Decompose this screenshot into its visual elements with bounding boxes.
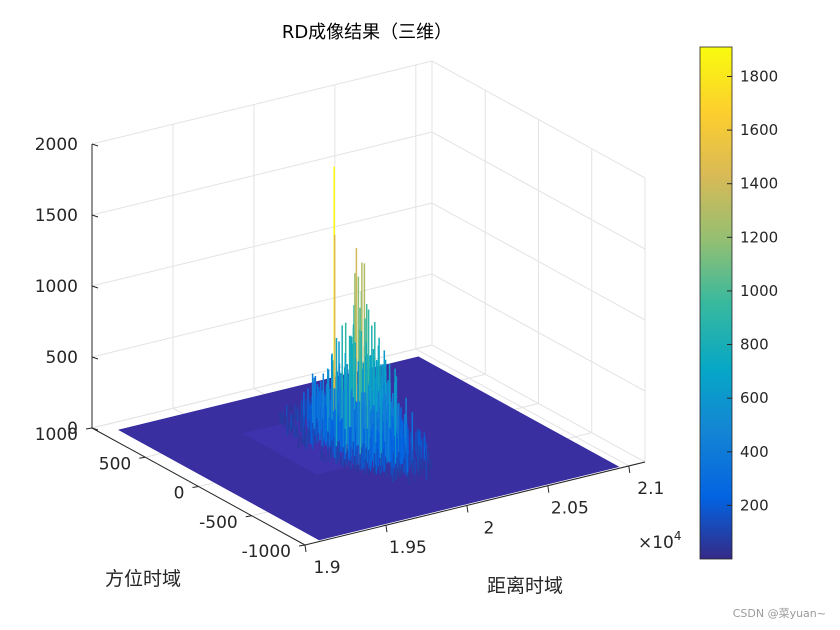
colorbar-tick-label: 1400 [740,175,778,193]
grid-line [91,202,646,321]
y-axis-ticks: -1000-500 0 500 1000 [35,425,306,562]
z-tick-label: 1000 [35,277,78,297]
colorbar-tick-label: 400 [740,443,769,461]
x-tick-label: 2 [483,518,494,538]
chart-title: RD成像结果（三维） [282,22,452,43]
z-tick-mark [91,356,99,360]
z-tick-label: 2000 [35,135,78,155]
x-tick-mark [466,505,469,513]
z-tick-mark [91,285,99,289]
x-axis-line [304,461,646,546]
surface-peaks [278,166,432,485]
y-tick-mark [192,486,199,488]
colorbar-ticks: 200 400 600 800 1000 1200 1400 1600 1800 [727,67,778,514]
colorbar-tick-label: 1000 [740,282,778,300]
y-tick-label: 500 [99,454,131,474]
colorbar [699,46,733,560]
z-tick-label: 1500 [35,206,78,226]
y-tick-mark [139,456,146,459]
y-axis-label: 方位时域 [105,568,181,590]
grid-line [91,60,646,179]
colorbar-tick-label: 1800 [740,67,778,85]
colorbar-tick-label: 800 [740,336,769,354]
colorbar-tick-label: 200 [740,496,769,514]
y-tick-mark [85,427,93,430]
colorbar-tick-label: 600 [740,389,769,407]
x-tick-label: 2.1 [637,479,664,499]
y-tick-label: 1000 [35,425,78,445]
z-tick-mark [91,214,99,218]
y-tick-mark [245,515,252,518]
x-tick-label: 1.95 [389,538,427,558]
z-tick-mark [91,143,99,147]
grid-line [91,131,646,250]
z-axis-ticks: 0 500 1000 1500 2000 [35,135,99,439]
colorbar-tick-label: 1600 [740,121,778,139]
y-tick-label: -1000 [242,542,291,562]
x-tick-label: 1.9 [313,558,340,578]
x-tick-mark [628,465,631,474]
x-exponent: ×104 [638,529,682,553]
x-tick-mark [304,544,307,553]
z-tick-label: 0 [67,419,78,439]
y-tick-label: 0 [174,484,185,504]
z-tick-mark [91,427,99,431]
x-axis-ticks: 1.9 1.95 2 2.05 2.1 [304,465,664,578]
y-tick-label: -500 [199,513,238,533]
z-tick-label: 500 [46,348,78,368]
x-tick-mark [547,485,550,493]
x-tick-mark [385,525,388,533]
x-axis-label: 距离时域 [487,575,563,597]
y-tick-mark [298,544,306,547]
x-tick-label: 2.05 [551,499,589,519]
watermark: CSDN @菜yuan~ [733,607,826,620]
colorbar-tick-label: 1200 [740,228,778,246]
